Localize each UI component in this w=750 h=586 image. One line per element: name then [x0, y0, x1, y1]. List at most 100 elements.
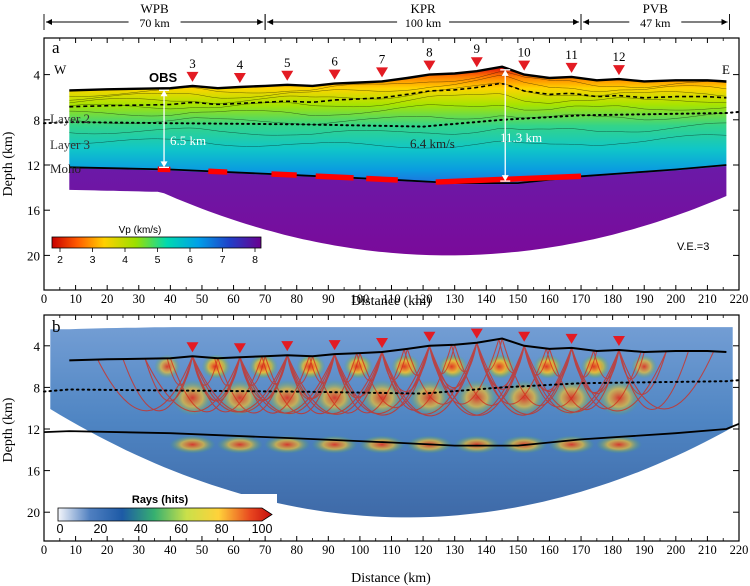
x-tick-label: 50: [196, 543, 209, 557]
ray-density-blob: [485, 354, 512, 379]
ray-path: [428, 345, 525, 416]
ray-path: [593, 349, 620, 380]
x-tick-label: 130: [445, 543, 464, 557]
rays-colorbar-title: Rays (hits): [132, 494, 189, 506]
y-tick-label: 12: [27, 422, 40, 437]
x-tick-label: 60: [227, 543, 240, 557]
station-marker: [518, 331, 531, 342]
velocity-contour: [69, 75, 727, 101]
x-tick-label: 120: [414, 543, 433, 557]
obs-station: 11: [565, 47, 578, 73]
vp-tick: 6: [187, 254, 193, 266]
obs-station: [186, 342, 199, 353]
region-width: 100 km: [405, 16, 442, 30]
x-tick-label: 210: [698, 543, 717, 557]
ray-density-blob: [455, 379, 498, 416]
obs-station: [423, 331, 436, 342]
region-label: WPB: [140, 1, 169, 16]
ray-density-blob: [264, 435, 311, 454]
x-tick-label: 70: [259, 543, 272, 557]
rays-colorbar: Rays (hits) 0 20 40 60 80 100: [52, 494, 277, 536]
layer3-label: Layer 3: [50, 137, 90, 152]
ray-path: [476, 342, 547, 405]
rays-colorbar-ramp: [57, 507, 273, 522]
ray-density-blob: [169, 435, 216, 454]
obs-station: [565, 333, 578, 344]
thickness-west-label: 6.5 km: [170, 133, 206, 148]
layer3-boundary-b: [43, 379, 740, 395]
moho-reflector: [208, 168, 228, 175]
x-tick-label: 200: [666, 292, 685, 306]
rays-tick: 80: [215, 522, 229, 536]
station-id: 11: [565, 47, 578, 62]
station-id: 6: [331, 54, 338, 69]
station-id: 9: [474, 41, 481, 56]
obs-stations-b: [186, 328, 625, 354]
ray-path: [618, 349, 715, 410]
y-tick-label: 4: [34, 339, 41, 354]
panel-a-axes: 0 10 20 30 40 50 60 70 80 90 100 110 120 130 140 150 160…: [27, 38, 748, 306]
ray-path: [192, 355, 288, 413]
station-id: 4: [237, 57, 244, 72]
x-tick-label: 40: [164, 292, 177, 306]
ray-path: [523, 345, 595, 408]
obs-station: [281, 341, 294, 352]
moho-line-b: [43, 422, 740, 447]
ray-density-blob: [595, 435, 642, 454]
ray-path: [239, 355, 310, 414]
vp-colorbar-ramp: [51, 236, 262, 249]
x-tick-label: 10: [69, 543, 82, 557]
x-tick-label: 0: [41, 543, 47, 557]
station-id: 7: [379, 51, 386, 66]
x-tick-label: 110: [382, 292, 400, 306]
ray-path: [381, 342, 478, 417]
y-tick-label: 16: [27, 464, 41, 479]
y-tick-label: 16: [27, 203, 41, 218]
x-tick-label: 160: [540, 292, 559, 306]
moho-reflector: [435, 173, 582, 185]
ray-path: [286, 353, 358, 415]
x-tick-label: 90: [322, 543, 335, 557]
x-tick-label: 190: [635, 292, 654, 306]
x-tick-label: 20: [101, 292, 114, 306]
region-label: PVB: [643, 1, 669, 16]
region-width: 70 km: [139, 16, 170, 30]
obs-station: 5: [281, 55, 294, 81]
ray-path: [214, 357, 241, 387]
ray-density-blob: [313, 379, 356, 416]
region-label: KPR: [410, 1, 436, 16]
ray-path: [571, 347, 667, 412]
moho-label: Moho: [50, 161, 81, 176]
station-marker: [612, 335, 625, 346]
x-tick-label: 220: [730, 292, 749, 306]
obs-station: [233, 343, 246, 354]
ray-path: [166, 356, 194, 386]
y-tick-label: 12: [27, 158, 40, 173]
x-tick-label: 130: [445, 292, 464, 306]
panel-b-xlabel: Distance (km): [351, 571, 431, 586]
vp-tick: 5: [155, 254, 161, 266]
layer2-label: Layer 2: [50, 111, 90, 126]
y-tick-label: 20: [27, 505, 40, 520]
ray-path: [428, 338, 500, 405]
ray-density-blob: [438, 354, 465, 379]
station-marker: [518, 60, 531, 71]
velocity-contour: [69, 82, 727, 104]
obs-station: [518, 331, 531, 342]
station-marker: [376, 67, 389, 78]
station-marker: [423, 60, 436, 71]
x-tick-label: 170: [572, 543, 591, 557]
panel-a-xlabel: Distance (km): [351, 294, 431, 309]
x-tick-label: 100: [351, 292, 370, 306]
ray-path: [334, 349, 405, 414]
ray-path: [286, 351, 383, 415]
ray-paths: [97, 338, 715, 417]
panel-b-letter: b: [52, 317, 61, 336]
station-marker: [470, 57, 483, 68]
rays-tick: 40: [134, 522, 148, 536]
vp-colorbar: Vp (km/s) 2 3 4 5 6 7 8: [51, 225, 262, 266]
x-tick-label: 30: [133, 543, 146, 557]
ray-density-blob: [311, 435, 358, 454]
